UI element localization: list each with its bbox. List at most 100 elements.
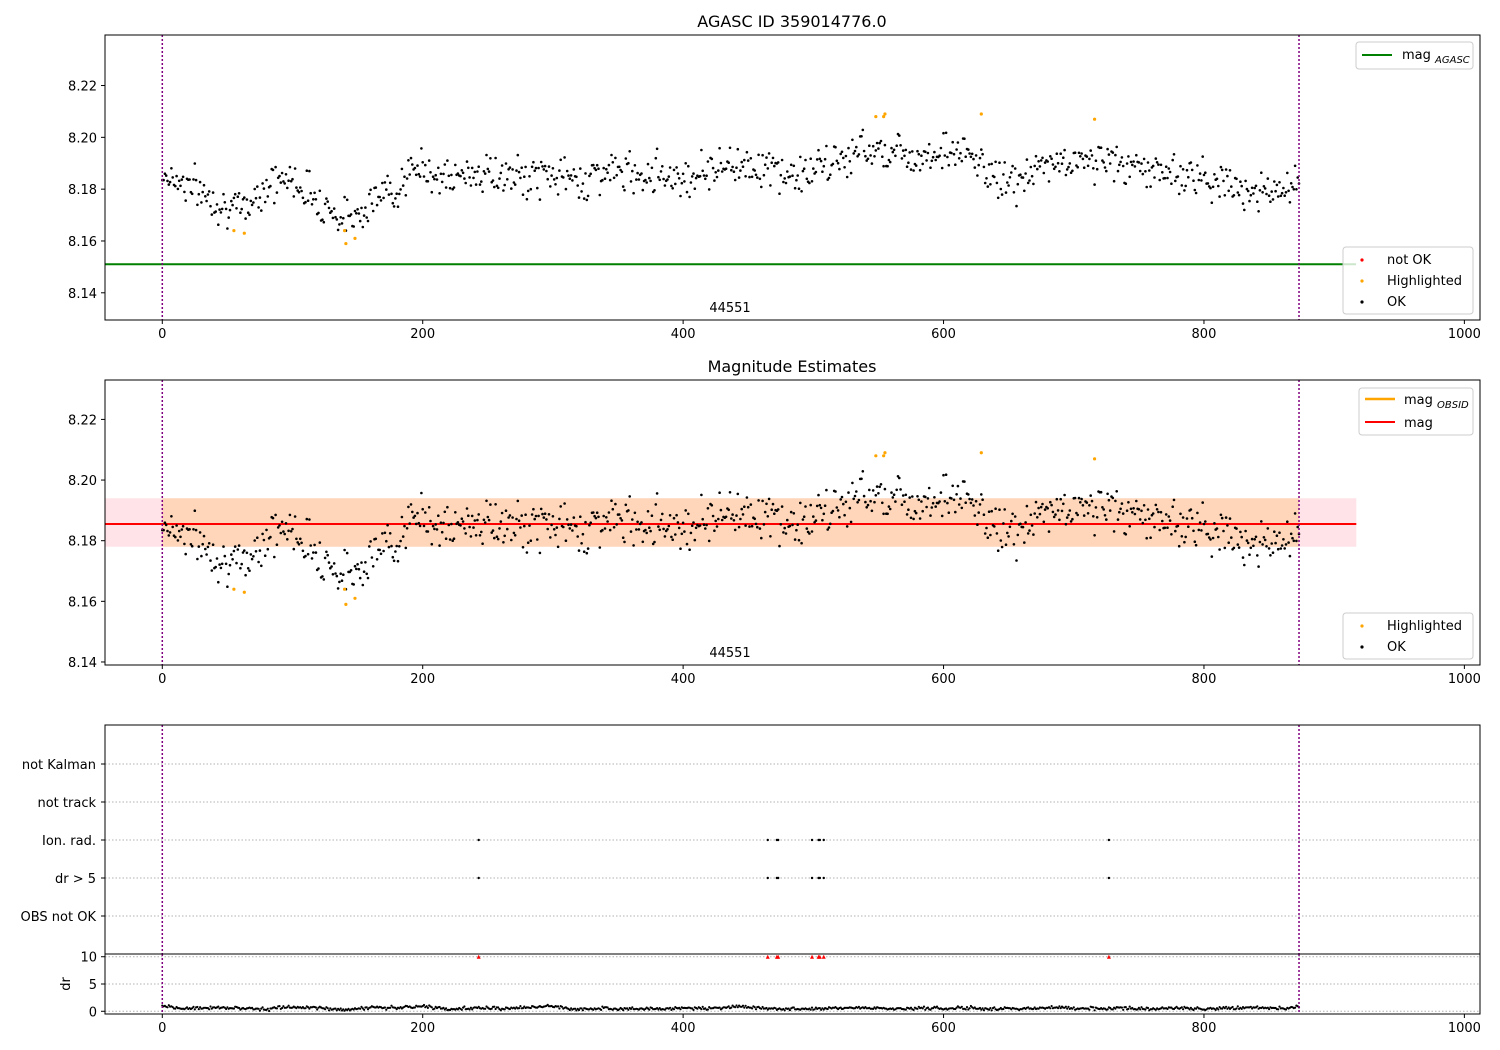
p0-ok-point (805, 177, 809, 181)
dr-point (196, 1005, 199, 1009)
p1-ok-point (571, 529, 574, 532)
p1-ok-point (460, 517, 464, 520)
p1-ok-point (530, 513, 534, 516)
p1-ok-point (370, 556, 374, 559)
dr-x-tick-label: 200 (410, 1021, 435, 1036)
p1-ok-point (331, 573, 335, 576)
p1-ok-point (1282, 538, 1285, 541)
p0-ok-point (472, 176, 475, 180)
p0-ok-point (636, 171, 639, 175)
dr-point (1127, 1007, 1130, 1011)
p0-ok-point (681, 172, 685, 176)
dr-point (209, 1005, 212, 1008)
p0-ok-point (1278, 181, 1281, 184)
p0-ok-point (335, 218, 339, 221)
p0-ok-point (685, 190, 689, 194)
p1-ok-point (164, 523, 168, 527)
p0-ok-point (899, 144, 902, 147)
p0-ok-point (381, 181, 384, 185)
p0-ok-point (792, 164, 796, 168)
p0-ok-point (321, 218, 324, 221)
dr-point (622, 1009, 625, 1012)
dr-point (445, 1007, 448, 1010)
p1-ok-point (883, 487, 887, 491)
p0-ok-point (907, 161, 910, 164)
p1-ok-point (598, 546, 602, 549)
p1-ok-point (204, 547, 207, 551)
p1-ok-point (694, 526, 698, 530)
p1-ok-point (1132, 507, 1135, 510)
p0-ok-point (167, 183, 171, 186)
p0-ok-point (760, 185, 763, 189)
p0-ok-point (448, 186, 452, 190)
p0-ok-point (692, 172, 695, 175)
p1-ok-point (1213, 522, 1216, 525)
p0-ok-point (1149, 185, 1152, 188)
p1-ok-point (981, 498, 984, 502)
p0-ok-point (1135, 153, 1138, 157)
p1-ok-point (513, 534, 517, 537)
p1-ok-point (930, 506, 934, 509)
p0-ok-point (223, 201, 227, 204)
p0-ok-point (1240, 184, 1243, 188)
p0-y-tick-label: 8.18 (68, 183, 97, 198)
p1-ok-point (799, 501, 802, 505)
p0-ok-point (717, 169, 720, 172)
dr-point (208, 1008, 211, 1011)
p0-ok-point (1292, 188, 1296, 191)
p1-ok-point (860, 477, 863, 481)
p1-ok-point (808, 532, 811, 535)
p1-x-tick-label: 1000 (1448, 672, 1481, 687)
p1-ok-point (795, 528, 798, 532)
p0-ok-point (284, 173, 288, 176)
p1-ok-point (1120, 502, 1124, 505)
p0-ok-point (715, 175, 719, 179)
p1-ok-point (580, 542, 583, 545)
p0-ok-point (736, 147, 740, 151)
p1-ok-point (1016, 533, 1020, 537)
p0-ok-point (1093, 183, 1096, 186)
p1-ok-point (756, 525, 759, 529)
p0-y-tick-label: 8.22 (68, 80, 97, 95)
p0-ok-point (1210, 201, 1214, 204)
p1-ok-point (1256, 554, 1259, 557)
p0-ok-point (684, 162, 687, 165)
p0-ok-point (554, 183, 557, 186)
p1-ok-point (1033, 512, 1036, 515)
p0-ok-point (550, 174, 553, 177)
p1-ok-point (1059, 497, 1062, 501)
p0-ok-point (1184, 184, 1187, 188)
p0-ok-point (770, 161, 773, 164)
p1-ok-point (1099, 490, 1103, 494)
dr-point (521, 1007, 525, 1010)
p1-ok-point (1246, 541, 1250, 545)
p1-ok-point (375, 558, 379, 561)
p1-ok-point (1260, 520, 1263, 523)
p0-ok-point (1262, 185, 1266, 188)
p1-ok-point (879, 483, 883, 486)
p1-ok-point (823, 504, 827, 508)
p0-ok-point (399, 188, 402, 191)
p0-ok-point (628, 150, 631, 153)
p1-ok-point (735, 514, 738, 517)
p0-ok-point (342, 216, 345, 220)
p0-ok-point (819, 159, 823, 163)
legend-highlighted-label: Highlighted (1387, 274, 1462, 289)
p1-ok-point (1131, 511, 1134, 514)
flag-point (776, 876, 780, 880)
p0-ok-point (197, 192, 201, 196)
p0-ok-point (998, 161, 1001, 164)
p1-highlighted-point (883, 451, 887, 455)
p0-ok-point (818, 157, 822, 161)
p1-ok-point (882, 512, 885, 516)
p1-ok-point (391, 555, 395, 559)
p0-ok-point (297, 190, 301, 194)
dr-point (468, 1008, 471, 1011)
p0-ok-point (478, 183, 482, 186)
p0-ok-point (654, 156, 658, 160)
p1-ok-point (1055, 497, 1059, 501)
p0-ok-point (219, 211, 223, 214)
p0-ok-point (1280, 191, 1284, 195)
p1-ok-point (954, 510, 957, 514)
